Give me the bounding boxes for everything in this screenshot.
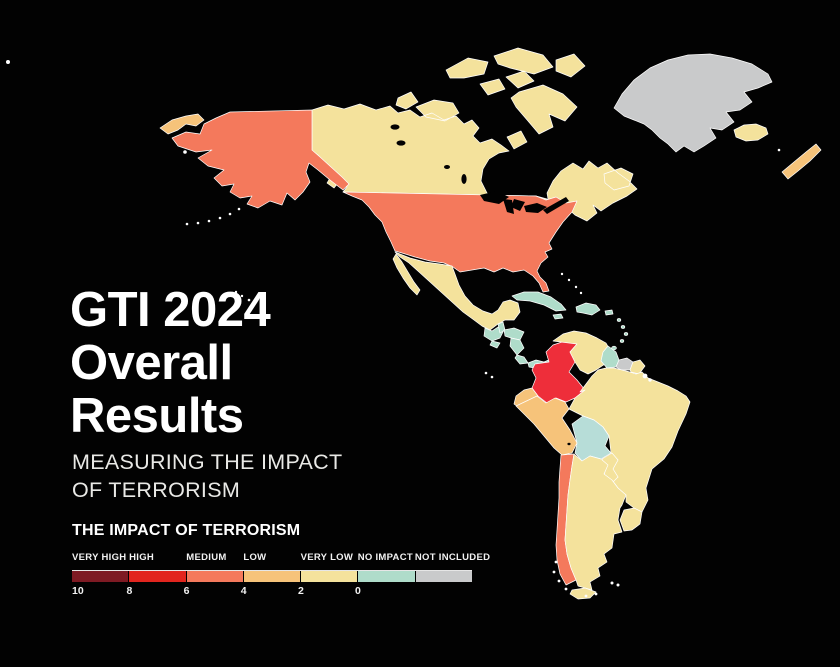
island-specks: [6, 60, 781, 598]
country-norway: [781, 143, 822, 180]
legend-label-low: LOW: [243, 552, 267, 563]
country-greenland: [613, 53, 773, 153]
country-nicaragua: [509, 337, 525, 356]
legend-swatch-medium: [186, 571, 243, 582]
tick-2: 2: [297, 585, 304, 597]
legend-color-scale: [72, 570, 472, 582]
lakes: [390, 124, 571, 446]
legend-label-no-impact: NO IMPACT: [357, 552, 413, 563]
subtitle-line-2: OF TERRORISM: [72, 478, 241, 502]
legend-category-labels: VERY HIGH HIGH MEDIUM LOW VERY LOW NO IM…: [72, 552, 592, 564]
country-uruguay: [619, 507, 643, 532]
map-legend: THE IMPACT OF TERRORISM VERY HIGH HIGH M…: [72, 522, 592, 598]
page-title: GTI 2024 Overall Results: [70, 283, 271, 443]
faroe-islands: [777, 148, 781, 152]
country-cuba: [511, 291, 567, 312]
legend-swatch-very-high: [72, 571, 129, 582]
tick-10: 10: [72, 585, 84, 597]
country-lesser-antilles: [611, 318, 629, 351]
title-line-1: GTI 2024: [70, 283, 271, 337]
patagonia-fjords: [552, 560, 598, 598]
country-costa-rica: [514, 354, 529, 365]
hawaii-islands: [234, 290, 251, 302]
country-usa: [342, 191, 578, 293]
country-canada: [311, 47, 638, 235]
tick-6: 6: [183, 585, 190, 597]
country-honduras: [503, 327, 525, 341]
country-tierra-del-fuego: [569, 587, 597, 600]
country-puerto-rico: [604, 309, 614, 316]
country-peru: [515, 395, 578, 456]
galapagos-islands: [484, 371, 494, 379]
legend-label-high: HIGH: [129, 552, 155, 563]
country-bolivia: [571, 415, 612, 462]
legend-label-very-high: VERY HIGH: [72, 552, 127, 563]
country-argentina: [564, 453, 627, 591]
country-guyana: [600, 345, 620, 369]
legend-label-medium: MEDIUM: [186, 552, 227, 563]
amazon-mouth: [642, 373, 652, 382]
falkland-islands: [610, 581, 620, 587]
tick-4: 4: [240, 585, 247, 597]
aleutian-islands-icon: [6, 60, 241, 226]
title-line-2: Overall: [70, 336, 233, 390]
title-line-3: Results: [70, 389, 244, 443]
country-alaska: [171, 109, 350, 209]
page-subtitle: MEASURING THE IMPACT OF TERRORISM: [72, 448, 342, 504]
legend-title: THE IMPACT OF TERRORISM: [72, 522, 301, 539]
country-mexico: [392, 251, 521, 331]
legend-label-not-included: NOT INCLUDED: [414, 552, 491, 563]
legend-swatch-not-included: [415, 571, 472, 582]
legend-swatch-low: [243, 571, 301, 582]
country-iceland: [733, 123, 769, 142]
tick-8: 8: [126, 585, 133, 597]
subtitle-line-1: MEASURING THE IMPACT: [72, 450, 343, 474]
bahamas-islands: [560, 272, 583, 295]
country-jamaica: [552, 313, 564, 320]
country-guatemala: [483, 326, 505, 342]
legend-label-very-low: VERY LOW: [300, 552, 354, 563]
tick-0: 0: [355, 585, 361, 597]
legend-swatch-high: [129, 571, 186, 582]
legend-swatch-no-impact: [358, 571, 415, 582]
country-el-salvador: [489, 340, 501, 349]
legend-scale-ticks: 10 8 6 4 2 0: [72, 585, 592, 598]
country-russia: [159, 113, 205, 135]
legend-swatch-very-low: [301, 571, 358, 582]
country-hispaniola: [575, 302, 601, 316]
